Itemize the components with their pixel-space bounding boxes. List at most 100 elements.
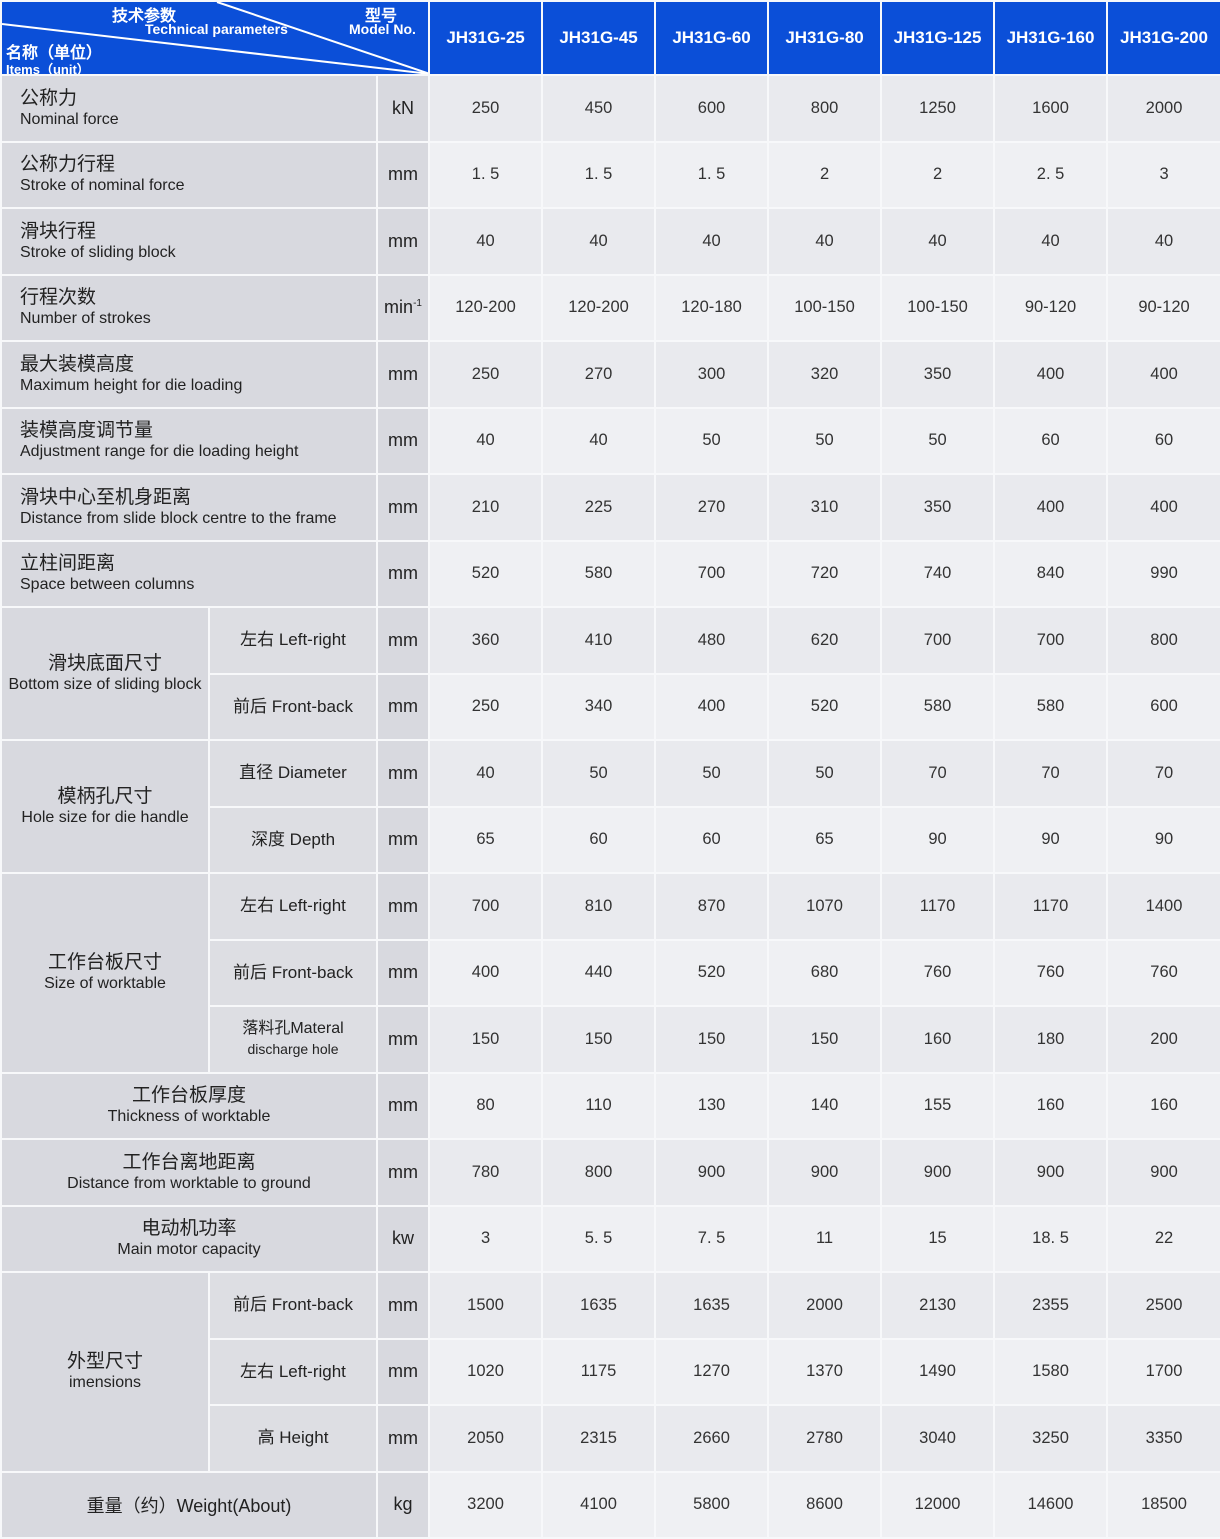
value-cell: 50: [654, 406, 770, 475]
table-row: 行程次数 Number of strokes min-1 120-200 120-200…: [0, 273, 1220, 342]
value-cell: 440: [541, 938, 657, 1007]
value-cell: 1. 5: [428, 140, 544, 209]
value-cell: 1400: [1106, 872, 1220, 941]
model-header: JH31G-25: [428, 0, 544, 76]
table-row: 装模高度调节量 Adjustment range for die loading …: [0, 406, 1220, 475]
param-sub-text: 左右 Left-right: [240, 1361, 346, 1381]
param-group-cn: 滑块底面尺寸: [47, 653, 162, 674]
param-label-en: Space between columns: [20, 576, 195, 594]
unit-text: min: [384, 297, 414, 318]
value-cell: 1020: [428, 1337, 544, 1406]
param-group-en: Hole size for die handle: [21, 809, 189, 826]
value-cell: 700: [880, 606, 996, 675]
param-sub-label: 落料孔Materal discharge hole: [208, 1005, 378, 1074]
value-cell: 350: [880, 473, 996, 542]
value-cell: 3040: [880, 1404, 996, 1473]
param-sub-label: 左右 Left-right: [208, 606, 378, 675]
param-label-en: Nominal force: [20, 110, 119, 128]
table-row: 深度 Depth mm 65 60 60 65 90 90 90: [1, 805, 1220, 874]
table-row: 立柱间距离 Space between columns mm 520 580 700 720…: [0, 539, 1220, 608]
diagonal-lines: [3, 3, 428, 73]
param-label: 滑块中心至机身距离 Distance from slide block centr…: [0, 473, 378, 542]
value-cell: 1175: [541, 1337, 657, 1406]
value-cell: 400: [993, 473, 1109, 542]
unit-cell: mm: [375, 1071, 431, 1140]
value-cell: 780: [428, 1138, 544, 1207]
unit-cell: mm: [375, 1138, 431, 1207]
value-cell: 760: [1106, 938, 1220, 1007]
param-sub-text: 左右 Left-right: [240, 896, 346, 916]
value-cell: 1170: [880, 872, 996, 941]
value-cell: 2. 5: [993, 140, 1109, 209]
value-cell: 160: [1106, 1071, 1220, 1140]
param-group-cn: 外型尺寸: [66, 1351, 143, 1373]
value-cell: 5800: [654, 1470, 770, 1539]
param-sub-text: 左右 Left-right: [240, 630, 346, 650]
table-row: 滑块行程 Stroke of sliding block mm 40 40 40 40 40 4…: [0, 207, 1220, 276]
model-header: JH31G-60: [654, 0, 770, 76]
value-cell: 600: [1106, 672, 1220, 741]
table-row: 外型尺寸 imensions 前后 Front-back mm 1500 1635 1635…: [0, 1271, 1220, 1473]
param-group-label: 外型尺寸 imensions: [0, 1271, 210, 1473]
value-cell: 3: [428, 1204, 544, 1273]
param-group-en: imensions: [68, 1374, 142, 1392]
value-cell: 50: [767, 406, 883, 475]
unit-text: mm: [388, 430, 419, 451]
value-cell: 760: [880, 938, 996, 1007]
value-cell: 40: [541, 207, 657, 276]
unit-text: kg: [393, 1494, 413, 1515]
value-cell: 580: [880, 672, 996, 741]
model-header: JH31G-80: [767, 0, 883, 76]
model-cn: 型号: [365, 8, 398, 25]
value-cell: 2780: [767, 1404, 883, 1473]
value-cell: 1. 5: [541, 140, 657, 209]
unit-text: mm: [388, 696, 419, 717]
param-label: 工作台板厚度 Thickness of worktable: [0, 1071, 378, 1140]
value-cell: 15: [880, 1204, 996, 1273]
unit-cell: mm: [375, 473, 431, 542]
value-cell: 140: [767, 1071, 883, 1140]
param-label-en: Stroke of sliding block: [20, 243, 176, 261]
unit-text: mm: [388, 1294, 419, 1315]
tech-params-cn: 技术参数: [112, 8, 177, 25]
value-cell: 100-150: [880, 273, 996, 342]
value-cell: 1070: [767, 872, 883, 941]
value-cell: 2355: [993, 1271, 1109, 1340]
param-label-cn: 滑块中心至机身距离: [20, 486, 192, 508]
table-row: 高 Height mm 2050 2315 2660 2780 3040 3250 3350: [1, 1404, 1220, 1473]
value-cell: 700: [428, 872, 544, 941]
model-header: JH31G-160: [993, 0, 1109, 76]
param-label-cn: 工作台离地距离: [122, 1151, 256, 1173]
value-cell: 1500: [428, 1271, 544, 1340]
value-cell: 40: [880, 207, 996, 276]
value-cell: 18. 5: [993, 1204, 1109, 1273]
value-cell: 110: [541, 1071, 657, 1140]
value-cell: 50: [880, 406, 996, 475]
value-cell: 150: [541, 1005, 657, 1074]
value-cell: 270: [654, 473, 770, 542]
value-cell: 1250: [880, 74, 996, 143]
value-cell: 900: [993, 1138, 1109, 1207]
value-cell: 90-120: [993, 273, 1109, 342]
param-sub-text: 直径 Diameter: [239, 763, 347, 783]
model-header: JH31G-45: [541, 0, 657, 76]
param-label-en: Number of strokes: [20, 310, 151, 328]
param-label: 公称力 Nominal force: [0, 74, 378, 143]
value-cell: 680: [767, 938, 883, 1007]
param-label-cn: 公称力: [20, 87, 78, 109]
unit-text: kN: [392, 97, 415, 118]
param-group-label: 模柄孔尺寸 Hole size for die handle: [0, 739, 210, 874]
value-cell: 14600: [993, 1470, 1109, 1539]
table-row: 落料孔Materal discharge hole mm 150 150 150 150 16…: [1, 1005, 1220, 1074]
param-label: 最大装模高度 Maximum height for die loading: [0, 340, 378, 409]
value-cell: 90-120: [1106, 273, 1220, 342]
value-cell: 800: [541, 1138, 657, 1207]
value-cell: 1. 5: [654, 140, 770, 209]
table-row: 滑块中心至机身距离 Distance from slide block centr…: [0, 473, 1220, 542]
param-sub-text: 前后 Front-back: [233, 696, 353, 716]
value-cell: 120-200: [541, 273, 657, 342]
value-cell: 250: [428, 74, 544, 143]
value-cell: 40: [428, 207, 544, 276]
value-cell: 155: [880, 1071, 996, 1140]
